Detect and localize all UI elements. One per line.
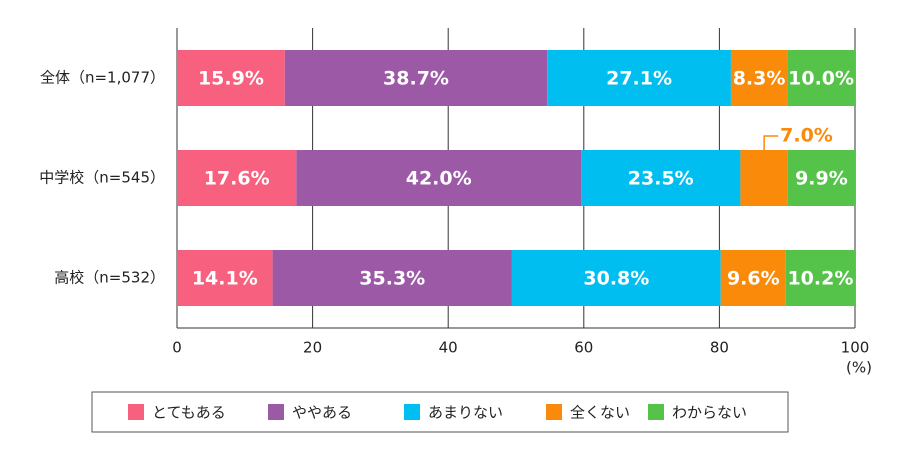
y-tick-label: 中学校（n=545） xyxy=(39,169,165,187)
x-axis-unit: (%) xyxy=(846,359,872,377)
legend-label: わからない xyxy=(672,404,747,422)
x-tick-label: 20 xyxy=(303,339,322,357)
legend-swatch xyxy=(404,404,420,420)
x-tick-label: 100 xyxy=(841,339,870,357)
legend-swatch xyxy=(648,404,664,420)
bar-segment xyxy=(787,50,855,106)
data-label: 14.1% xyxy=(192,268,258,290)
bar-segment xyxy=(581,150,741,206)
leader-line xyxy=(763,135,779,150)
legend-label: 全くない xyxy=(570,404,630,422)
bar-segment xyxy=(720,250,786,306)
data-label: 42.0% xyxy=(406,168,472,190)
data-label: 15.9% xyxy=(198,68,264,90)
legend-swatch xyxy=(128,404,144,420)
bar-segment xyxy=(177,50,285,106)
data-label: 10.0% xyxy=(788,68,854,90)
legend-swatch xyxy=(268,404,284,420)
bar-segment xyxy=(177,250,273,306)
y-tick-label: 全体（n=1,077） xyxy=(40,69,165,87)
bar-segment xyxy=(284,50,548,106)
legend-box xyxy=(91,391,789,433)
data-label: 9.9% xyxy=(795,168,848,190)
x-tick-label: 0 xyxy=(172,339,182,357)
bar-segment xyxy=(730,50,788,106)
y-tick-label: 高校（n=532） xyxy=(54,269,165,287)
data-label: 23.5% xyxy=(628,168,694,190)
legend-label: とてもある xyxy=(152,404,226,422)
data-label: 7.0% xyxy=(780,125,833,147)
bar-segment xyxy=(547,50,731,106)
legend-label: あまりない xyxy=(428,404,503,422)
data-label: 27.1% xyxy=(606,68,672,90)
data-label: 38.7% xyxy=(383,68,449,90)
legend-swatch xyxy=(546,404,562,420)
bar-segment xyxy=(740,150,788,206)
data-label: 8.3% xyxy=(733,68,786,90)
bar-segment xyxy=(787,150,855,206)
x-tick-label: 60 xyxy=(574,339,593,357)
x-tick-label: 40 xyxy=(439,339,458,357)
bar-segment xyxy=(272,250,512,306)
legend-label: ややある xyxy=(292,404,352,422)
data-label: 10.2% xyxy=(787,268,853,290)
bar-segment xyxy=(296,150,582,206)
data-label: 9.6% xyxy=(727,268,780,290)
data-label: 30.8% xyxy=(583,268,649,290)
data-label: 17.6% xyxy=(204,168,270,190)
bar-segment xyxy=(511,250,721,306)
bar-segment xyxy=(785,250,855,306)
x-tick-label: 80 xyxy=(710,339,729,357)
bar-segment xyxy=(177,150,297,206)
data-label: 35.3% xyxy=(359,268,425,290)
